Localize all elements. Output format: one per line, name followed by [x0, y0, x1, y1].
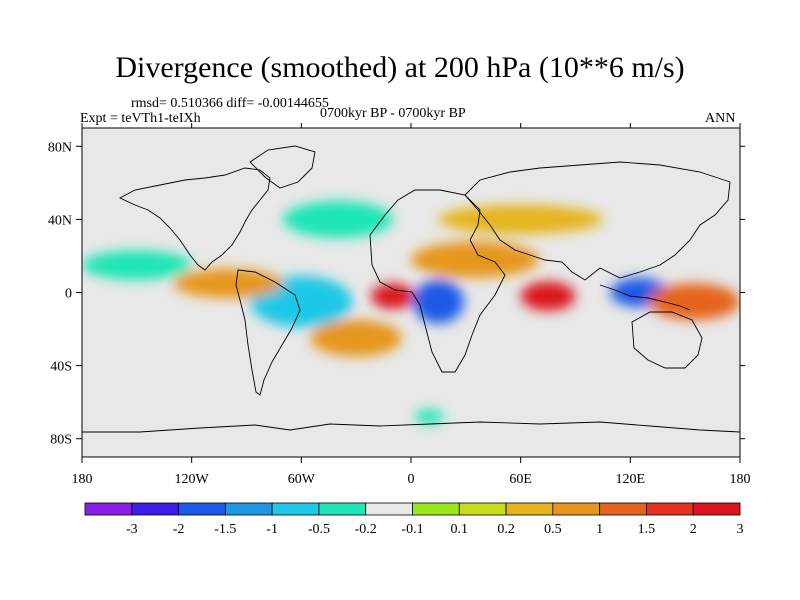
colorbar-swatch-0: [84, 502, 133, 516]
x-tick-label-3: 0: [408, 472, 415, 487]
y-axis: 80N 40N 0 40S 80S: [48, 140, 745, 448]
colorbar-swatch-2: [178, 502, 226, 516]
y-tick-label-0: 80N: [48, 140, 72, 155]
y-tick-label-4: 80S: [50, 433, 72, 448]
colorbar-swatch-4: [271, 502, 320, 516]
x-axis: 180 120W 60W 0 60E 120E 180: [72, 123, 751, 487]
colorbar-swatch-12: [646, 502, 694, 516]
x-tick-label-1: 120W: [175, 472, 210, 487]
colorbar-swatch-10: [552, 502, 601, 516]
field-feature-12: [414, 409, 444, 425]
colorbar-swatch-6: [365, 502, 413, 516]
colorbar-label-4: -0.5: [308, 522, 330, 537]
colorbar-label-13: 3: [737, 522, 744, 537]
colorbar-label-0: -3: [126, 522, 138, 537]
colorbar-label-2: -1.5: [214, 522, 236, 537]
antarctica-coast: [82, 421, 740, 433]
experiment-label: Expt = teVTh1-teIXh: [80, 111, 201, 126]
colorbar-label-12: 2: [690, 522, 697, 537]
colorbar-swatch-9: [505, 502, 554, 516]
x-tick-label-0: 180: [72, 472, 93, 487]
colorbar: -3 -2 -1.5 -1 -0.5 -0.2 -0.1 0.1 0.2 0.5 1 1.5 2 3: [84, 502, 744, 537]
x-tick-label-5: 120E: [616, 472, 646, 487]
colorbar-label-10: 1: [596, 522, 603, 537]
colorbar-swatch-11: [599, 502, 647, 516]
chart-title: Divergence (smoothed) at 200 hPa (10**6 …: [115, 51, 685, 84]
field-feature-1: [520, 281, 576, 311]
europe-africa-coast: [369, 189, 506, 373]
coastlines: [82, 145, 740, 433]
field-feature-6: [648, 283, 740, 320]
colorbar-swatch-13: [692, 502, 741, 516]
divergence-field: [82, 201, 740, 425]
asia-coast: [464, 161, 731, 281]
colorbar-swatch-8: [458, 502, 507, 516]
field-feature-10: [438, 204, 603, 235]
colorbar-label-1: -2: [173, 522, 185, 537]
period-label: 0700kyr BP - 0700kyr BP: [320, 106, 466, 121]
colorbar-label-7: 0.1: [451, 522, 469, 537]
field-feature-9: [310, 319, 402, 357]
x-tick-label-4: 60E: [509, 472, 532, 487]
colorbar-swatch-3: [224, 502, 273, 516]
y-tick-label-2: 0: [65, 287, 72, 302]
colorbar-label-9: 0.5: [544, 522, 562, 537]
field-feature-8: [173, 268, 284, 298]
field-feature-7: [82, 250, 192, 280]
y-tick-label-3: 40S: [50, 360, 72, 375]
greenland-coast: [249, 145, 316, 189]
colorbar-swatch-5: [318, 502, 367, 516]
x-tick-label-6: 180: [730, 472, 751, 487]
field-feature-5: [411, 241, 539, 278]
south-america-coast: [235, 269, 301, 396]
colorbar-label-8: 0.2: [497, 522, 515, 537]
north-america-coast: [118, 167, 271, 271]
stats-label: rmsd= 0.510366 diff= -0.00144655: [131, 96, 329, 111]
colorbar-label-5: -0.2: [355, 522, 377, 537]
x-tick-label-2: 60W: [288, 472, 316, 487]
field-feature-11: [283, 201, 393, 238]
colorbar-label-3: -1: [266, 522, 278, 537]
maritime-continent-coast: [599, 284, 691, 311]
colorbar-swatch-7: [412, 502, 460, 516]
colorbar-swatch-1: [131, 502, 179, 516]
australia-coast: [631, 311, 703, 369]
season-label: ANN: [705, 111, 736, 126]
colorbar-label-11: 1.5: [638, 522, 656, 537]
field-feature-2: [412, 279, 465, 324]
colorbar-label-6: -0.1: [401, 522, 423, 537]
field-feature-0: [370, 283, 415, 309]
y-tick-label-1: 40N: [48, 213, 72, 228]
